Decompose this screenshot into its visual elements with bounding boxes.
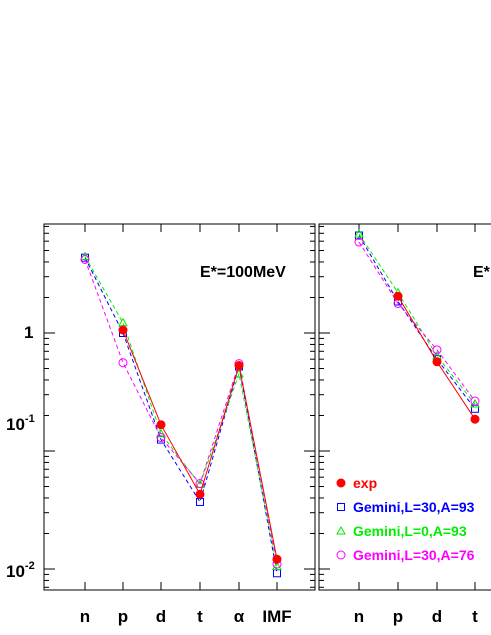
panel-left-x-tick-label: α <box>234 607 245 626</box>
y-tick-label-10-2-exp: -2 <box>25 560 35 572</box>
legend-marker <box>336 478 346 488</box>
panel-right-x-tick-label: p <box>393 607 403 626</box>
legend-entry: exp <box>336 475 377 491</box>
panel-left-data-point <box>272 561 282 570</box>
panel-left-data-point <box>272 554 282 564</box>
panel-left-series-line <box>84 257 278 574</box>
panel-right-series-line <box>358 235 476 410</box>
panel-right-data-point <box>354 229 364 238</box>
panel-left-data-point <box>195 479 205 489</box>
panel-left-data-point <box>234 361 244 371</box>
panel-left-x-tick-labels: n p d t α IMF <box>80 607 292 626</box>
panel-right-x-tick-label: t <box>472 607 478 626</box>
y-tick-label-10-1-base: 10 <box>6 415 25 434</box>
panel-right-series <box>354 229 480 424</box>
panel-right-series-gemini-l-0-a-93 <box>354 229 480 408</box>
panel-right-data-point <box>470 399 480 408</box>
panel-right-data-point <box>354 237 364 247</box>
panel-left-x-tick-label: IMF <box>262 607 291 626</box>
y-tick-label-10-2: 10-2 <box>6 560 35 581</box>
panel-left-data-point <box>80 254 90 264</box>
panel-left-data-point <box>118 358 128 368</box>
panel-left-x-tick-label: d <box>156 607 166 626</box>
legend: exp Gemini,L=30,A=93 Gemini,L=0,A=93 Gemini… <box>336 475 475 563</box>
panel-right-data-point <box>470 414 480 424</box>
panel-left-x-tick-label: t <box>197 607 203 626</box>
panel-left: n p d t α IMF 1 10-1 10-2 E*=100MeV <box>6 223 316 626</box>
panel-right-x-tick-label: d <box>432 607 442 626</box>
panel-left-x-tick-label: n <box>80 607 90 626</box>
panel-left-x-tick-label: p <box>118 607 128 626</box>
panel-right-data-point <box>470 396 480 406</box>
panel-left-data-point <box>195 489 205 499</box>
panel-left-series <box>80 251 282 578</box>
panel-right-annotation: E* <box>473 264 491 281</box>
panel-left-data-point <box>118 325 128 335</box>
panel-right: n p d t E* <box>318 223 491 626</box>
panel-left-series-gemini-l-30-a-93 <box>81 253 281 578</box>
panel-right-series-line <box>358 241 476 402</box>
panel-right-series-gemini-l-30-a-76 <box>354 237 480 406</box>
panel-right-data-point <box>393 291 403 301</box>
y-tick-label-10-2-base: 10 <box>6 562 25 581</box>
panel-right-ticks <box>319 224 476 590</box>
y-tick-label-10-1: 10-1 <box>6 413 35 434</box>
legend-label: Gemini,L=30,A=93 <box>353 499 475 515</box>
legend-label: exp <box>353 475 377 491</box>
panel-left-annotation: E*=100MeV <box>200 264 286 281</box>
panel-right-x-tick-label: n <box>354 607 364 626</box>
legend-entry: Gemini,L=30,A=76 <box>336 547 475 563</box>
panel-right-frame <box>318 223 491 591</box>
legend-marker <box>336 525 346 535</box>
panel-left-data-point <box>118 317 128 327</box>
panel-left-frame <box>43 223 316 591</box>
panel-left-series-exp <box>118 325 282 564</box>
legend-label: Gemini,L=30,A=76 <box>353 547 475 563</box>
panel-left-ticks <box>44 224 315 590</box>
panel-right-series-line <box>358 233 476 405</box>
legend-marker <box>336 550 346 560</box>
y-tick-label-10-1-exp: -1 <box>25 413 35 425</box>
panel-left-data-point <box>156 420 166 430</box>
legend-label: Gemini,L=0,A=93 <box>353 523 467 539</box>
legend-entry: Gemini,L=30,A=93 <box>337 499 475 515</box>
panel-left-data-point <box>156 433 166 443</box>
panel-right-data-point <box>432 345 442 355</box>
panel-left-data-point <box>196 497 204 506</box>
panel-left-series-gemini-l-0-a-93 <box>80 251 282 570</box>
y-tick-label-1: 1 <box>24 323 33 342</box>
panel-right-series-exp <box>393 291 480 424</box>
legend-entry: Gemini,L=0,A=93 <box>336 523 467 539</box>
panel-right-data-point <box>432 357 442 367</box>
legend-marker <box>337 503 345 511</box>
